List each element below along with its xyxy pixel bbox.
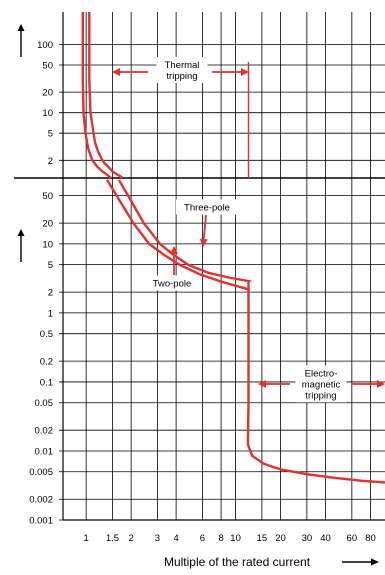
electromagnetic-arrow-left-head <box>258 380 266 388</box>
upper-y-tick-label: 50 <box>42 61 53 72</box>
thermal-tripping-label: Thermal tripping <box>165 60 200 82</box>
lower-y-tick-label: 0.01 <box>35 446 54 457</box>
three-pole-curve-lower <box>117 179 385 484</box>
x-tick-label: 30 <box>302 533 313 544</box>
x-tick-label: 8 <box>218 533 223 544</box>
x-tick-label: 1.5 <box>106 533 119 544</box>
x-tick-label: 4 <box>173 533 178 544</box>
two-pole-label-box <box>146 275 198 291</box>
electromagnetic-tripping-label: Electro-magnetic tripping <box>302 369 341 402</box>
lower-y-tick-label: 5 <box>48 260 53 271</box>
x-tick-label: 60 <box>347 533 358 544</box>
curves <box>81 12 385 484</box>
lower-y-tick-label: 0.1 <box>40 377 53 388</box>
x-tick-label: 15 <box>257 533 268 544</box>
two-pole-arrow-head <box>170 246 178 254</box>
x-tick-label: 2 <box>128 533 133 544</box>
lower-y-tick-label: 1 <box>48 308 53 319</box>
x-tick-label: 10 <box>230 533 241 544</box>
upper-y-tick-label: 2 <box>48 156 53 167</box>
two-pole-curve-lower <box>105 179 250 294</box>
upper-y-tick-label: 5 <box>48 129 53 140</box>
lower-y-tick-label: 0.5 <box>40 329 53 340</box>
three-pole-arrow <box>202 214 207 240</box>
upper-y-axis-arrow-head <box>17 24 25 31</box>
grid <box>59 12 385 521</box>
x-axis-arrow-head <box>371 558 379 566</box>
x-tick-label: 80 <box>365 533 376 544</box>
lower-y-tick-label: 0.05 <box>35 398 54 409</box>
electromagnetic-arrow-right-head <box>377 380 385 388</box>
lower-y-tick-label: 2 <box>48 288 53 299</box>
two-pole-label: Two-pole <box>153 279 192 290</box>
three-pole-label-box <box>176 199 238 215</box>
lower-y-tick-label: 50 <box>42 191 53 202</box>
annotations: Thermal tripping Three-pole Two-pole Electro… <box>112 57 385 403</box>
x-axis-title: Multiple of the rated current <box>164 555 311 569</box>
upper-y-tick-label: 100 <box>37 40 53 51</box>
three-pole-label: Three-pole <box>184 203 230 214</box>
thermal-arrow-right-head <box>241 68 249 76</box>
lower-y-tick-label: 0.02 <box>35 426 54 437</box>
three-pole-curve-upper <box>88 12 124 179</box>
thermal-tripping-label-box <box>156 57 208 83</box>
lower-y-tick-label: 0.2 <box>40 357 53 368</box>
x-tick-label: 1 <box>83 533 88 544</box>
x-tick-label: 20 <box>275 533 286 544</box>
upper-y-tick-label: 10 <box>42 108 53 119</box>
lower-y-tick-label: 10 <box>42 239 53 250</box>
three-pole-arrow-head <box>199 238 208 247</box>
x-tick-label: 3 <box>155 533 160 544</box>
lower-y-axis-arrow-head <box>17 229 25 236</box>
tick-labels: 2 5 10 20 50 100 0.001 0.002 0.005 0.01 0.02 0.05 0.… <box>29 40 376 569</box>
lower-y-tick-label: 20 <box>42 219 53 230</box>
x-tick-label: 40 <box>320 533 331 544</box>
lower-y-tick-label: 0.002 <box>29 495 53 506</box>
upper-y-tick-label: 20 <box>42 88 53 99</box>
electromagnetic-tripping-label-box <box>295 365 347 403</box>
lower-y-tick-label: 0.001 <box>29 516 53 527</box>
two-pole-curve-upper <box>81 12 112 179</box>
thermal-arrow-left-head <box>112 68 120 76</box>
plot-frame <box>14 12 385 566</box>
lower-y-tick-label: 0.005 <box>29 467 53 478</box>
x-tick-label: 6 <box>200 533 205 544</box>
